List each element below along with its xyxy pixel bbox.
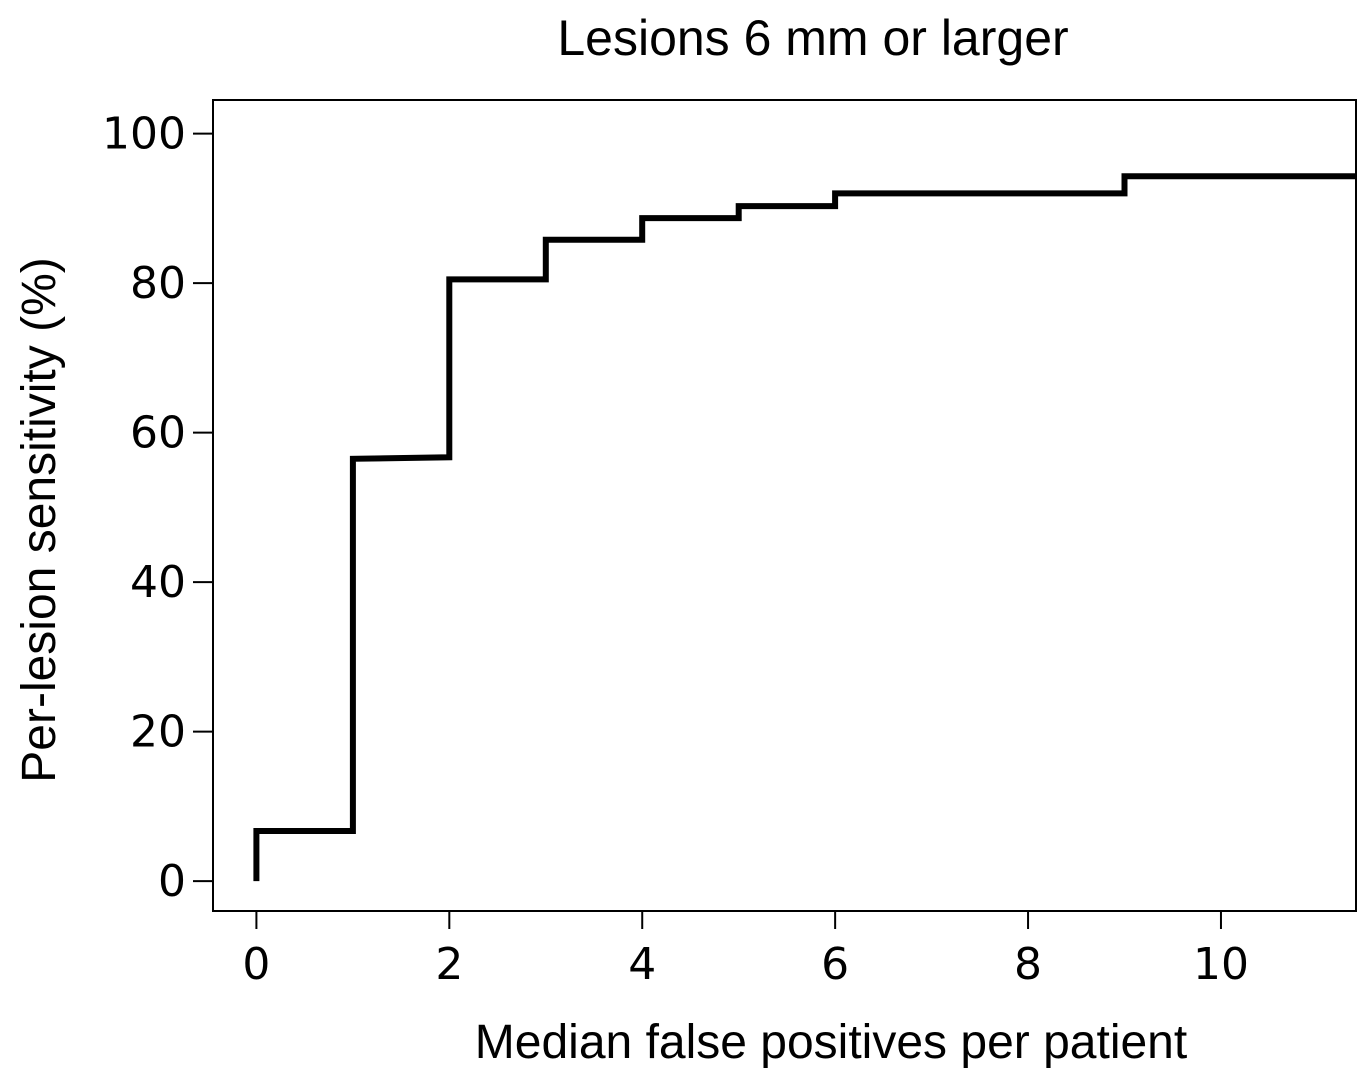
plot-frame: [212, 99, 1357, 912]
x-axis: 0 2 4 6 8 10: [242, 911, 1249, 990]
y-tick-label: 0: [158, 856, 186, 907]
y-tick-label: 40: [130, 557, 186, 608]
y-tick-label: 80: [130, 258, 186, 309]
x-tick-label: 8: [1014, 939, 1042, 990]
chart-title: Lesions 6 mm or larger: [557, 10, 1068, 66]
x-tick-label: 0: [242, 939, 270, 990]
y-tick-label: 100: [102, 109, 186, 160]
y-tick-label: 20: [130, 707, 186, 758]
series-line: [253, 173, 1356, 882]
y-axis: 0 20 40 60 80 100: [102, 109, 213, 907]
x-tick-label: 10: [1193, 939, 1249, 990]
y-tick-label: 60: [130, 408, 186, 459]
x-axis-label: Median false positives per patient: [475, 1016, 1187, 1069]
y-axis-label: Per-lesion sensitivity (%): [13, 257, 66, 782]
series-layer: [253, 173, 1356, 882]
x-tick-label: 2: [435, 939, 463, 990]
x-tick-label: 4: [628, 939, 656, 990]
x-tick-label: 6: [821, 939, 849, 990]
